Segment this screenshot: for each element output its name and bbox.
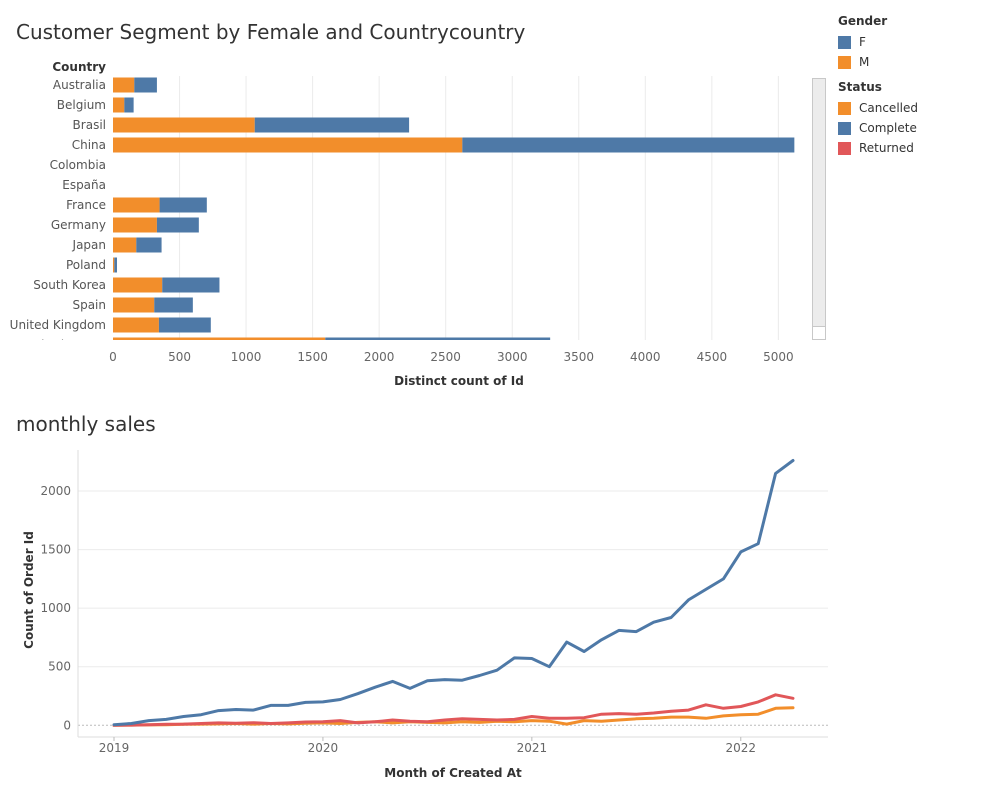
bar-belgium-f [124, 97, 134, 113]
x-tick-label-2500: 2500 [430, 350, 461, 364]
line-chart-title: monthly sales [16, 412, 156, 436]
x-tick-label-3500: 3500 [563, 350, 594, 364]
bar-united-states-f [325, 337, 551, 340]
series-line-complete [112, 459, 795, 727]
x-tick-label-3000: 3000 [497, 350, 528, 364]
x-tick-label-4500: 4500 [697, 350, 728, 364]
bar-south-korea-m [113, 277, 163, 293]
x-axis-title: Month of Created At [384, 766, 522, 780]
x-tick-label-4000: 4000 [630, 350, 661, 364]
category-label-poland: Poland [66, 258, 106, 272]
legend-swatch-f [838, 35, 851, 49]
legend-label-complete: Complete [859, 121, 917, 135]
bar-chart-scrollbar[interactable] [812, 78, 826, 340]
bar-brasil-m [113, 117, 255, 133]
legend-swatch-m [838, 55, 851, 69]
x-axis-title: Distinct count of Id [394, 374, 524, 388]
legend-label-f: F [859, 35, 866, 49]
category-label-belgium: Belgium [57, 98, 106, 112]
gender-legend: Gender F M [838, 14, 887, 72]
category-label-south-korea: South Korea [33, 278, 106, 292]
x-tick-label-1000: 1000 [231, 350, 262, 364]
x-tick-label-2000: 2000 [364, 350, 395, 364]
bar-spain-m [113, 297, 155, 313]
legend-label-m: M [859, 55, 870, 69]
bar-group: Australia Belgium Brasil China Colombia Españ… [10, 77, 795, 352]
bar-france-m [113, 197, 160, 213]
bar-germany-m [113, 217, 157, 233]
status-legend-title: Status [838, 80, 882, 94]
legend-item-m[interactable]: M [838, 52, 887, 72]
y-tick-label-2000: 2000 [40, 484, 71, 498]
series-line-cancelled [112, 706, 795, 727]
category-label-united-states: United States [25, 338, 106, 352]
bar-united-states-m [113, 337, 326, 340]
bar-japan-f [136, 237, 162, 253]
bar-chart-title: Customer Segment by Female and Countryco… [16, 20, 526, 44]
category-label-united-kingdom: United Kingdom [10, 318, 106, 332]
x-tick-label-2019: 2019 [99, 741, 130, 755]
y-tick-label-1500: 1500 [40, 543, 71, 557]
bar-belgium-m [113, 97, 125, 113]
bar-australia-m [113, 77, 135, 93]
series-line-returned [112, 693, 795, 727]
bar-japan-m [113, 237, 137, 253]
legend-label-cancelled: Cancelled [859, 101, 918, 115]
legend-swatch-cancelled [838, 101, 851, 115]
bar-germany-f [156, 217, 199, 233]
legend-label-returned: Returned [859, 141, 914, 155]
bar-poland-m [113, 257, 115, 273]
legend-item-returned[interactable]: Returned [838, 138, 918, 158]
scroll-down-button[interactable] [812, 326, 826, 340]
category-label-australia: Australia [53, 78, 106, 92]
bar-united-kingdom-m [113, 317, 159, 333]
x-tick-label-500: 500 [168, 350, 191, 364]
category-label-germany: Germany [51, 218, 106, 232]
x-tick-label-0: 0 [109, 350, 117, 364]
bar-france-f [159, 197, 207, 213]
y-tick-label-500: 500 [48, 660, 71, 674]
legend-item-complete[interactable]: Complete [838, 118, 918, 138]
x-tick-label-5000: 5000 [763, 350, 794, 364]
bar-china-m [113, 137, 463, 153]
category-label-france: France [66, 198, 106, 212]
y-tick-label-1000: 1000 [40, 601, 71, 615]
category-label-japan: Japan [72, 238, 106, 252]
bar-poland-f [114, 257, 117, 273]
bar-south-korea-f [162, 277, 220, 293]
x-tick-label-2020: 2020 [308, 741, 339, 755]
y-axis-header: Country [52, 60, 106, 74]
category-label-brasil: Brasil [73, 118, 106, 132]
category-label-china: China [72, 138, 106, 152]
bar-chart: Country Australia Belgium Brasil China Colomb… [10, 60, 795, 388]
legend-swatch-complete [838, 121, 851, 135]
bar-brasil-f [254, 117, 410, 133]
legend-swatch-returned [838, 141, 851, 155]
bar-australia-f [134, 77, 157, 93]
category-label-colombia: Colombia [50, 158, 106, 172]
x-tick-label-2022: 2022 [725, 741, 756, 755]
y-axis-title: Count of Order Id [22, 531, 36, 649]
bar-spain-f [154, 297, 193, 313]
x-tick-label-1500: 1500 [297, 350, 328, 364]
x-tick-label-2021: 2021 [517, 741, 548, 755]
legend-item-cancelled[interactable]: Cancelled [838, 98, 918, 118]
bar-united-kingdom-f [158, 317, 211, 333]
category-label-spain: Spain [72, 298, 106, 312]
legend-item-f[interactable]: F [838, 32, 887, 52]
status-legend: Status Cancelled Complete Returned [838, 80, 918, 158]
bar-china-f [462, 137, 795, 153]
category-label-espana: España [62, 178, 106, 192]
gender-legend-title: Gender [838, 14, 888, 28]
y-tick-label-0: 0 [63, 718, 71, 732]
